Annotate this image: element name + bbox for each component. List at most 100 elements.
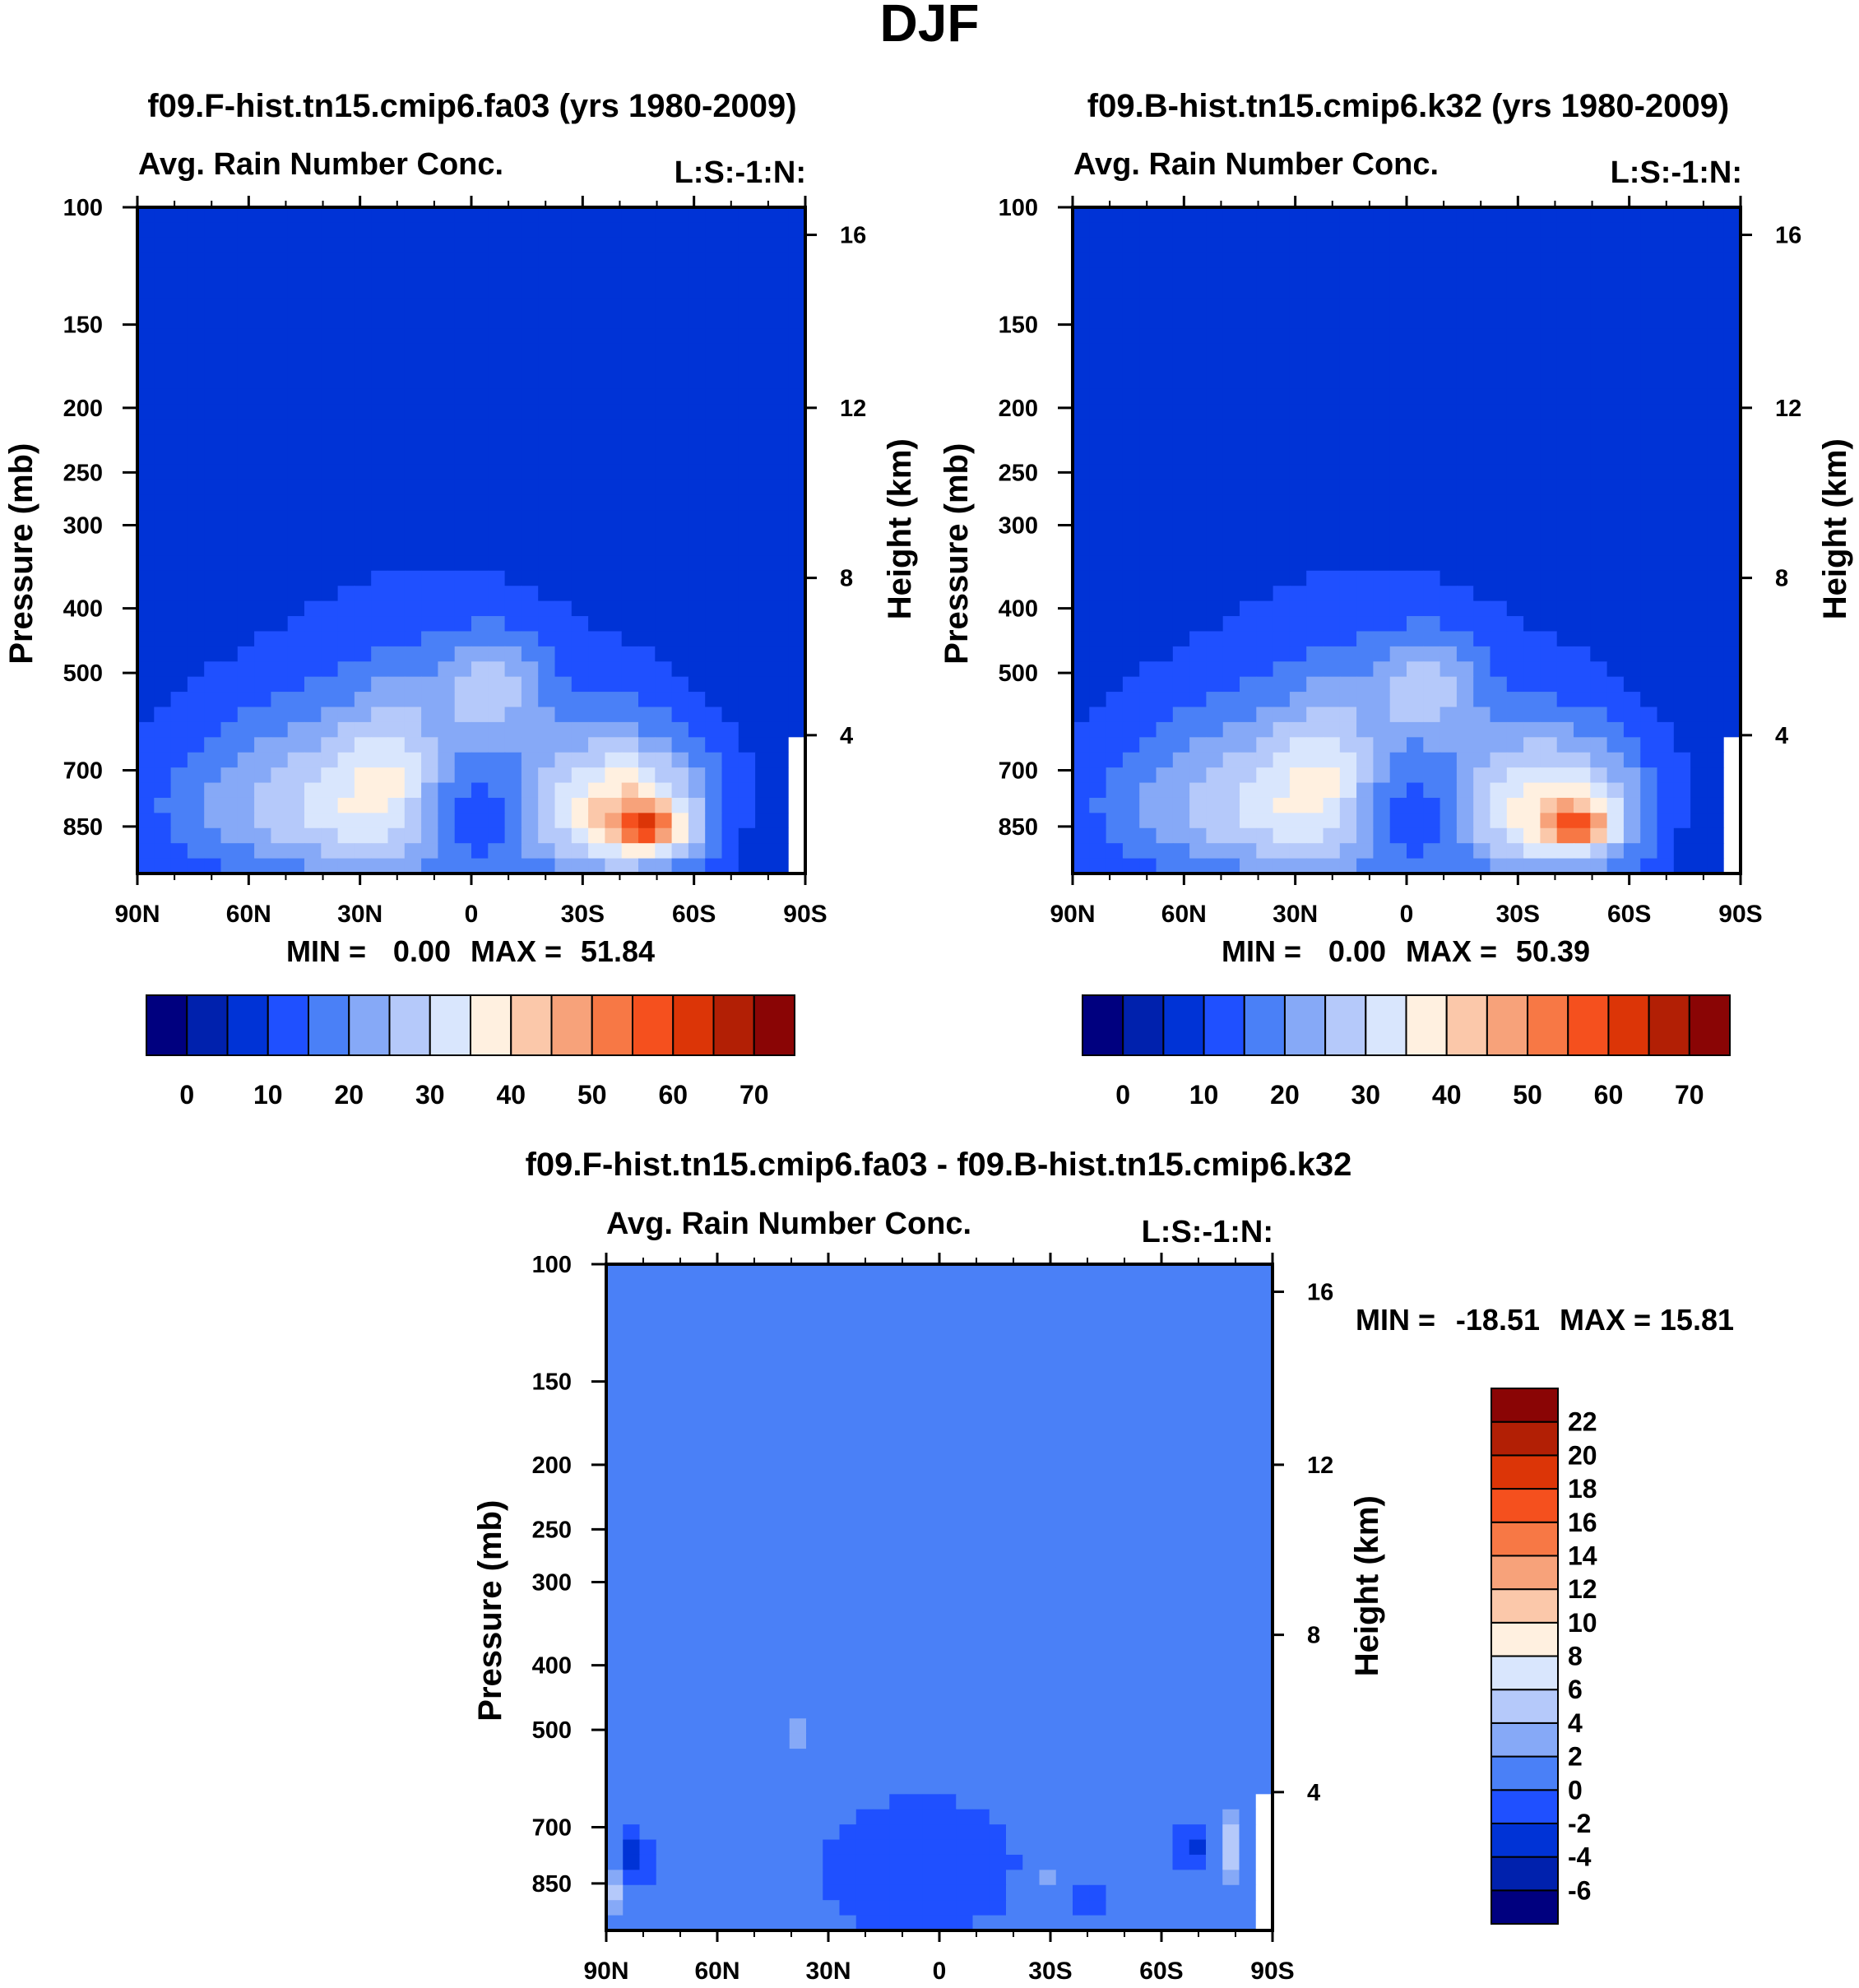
field-cell	[1323, 222, 1341, 239]
field-cell	[554, 616, 573, 633]
field-cell	[404, 721, 422, 738]
field-cell	[1707, 404, 1725, 420]
field-cell	[671, 283, 689, 299]
field-cell	[806, 1430, 823, 1447]
run-title: f09.F-hist.tn15.cmip6.fa03 - f09.B-hist.…	[526, 1147, 1352, 1183]
field-cell	[956, 1673, 974, 1689]
field-cell	[204, 449, 222, 466]
field-cell	[187, 797, 205, 813]
field-cell	[1089, 480, 1107, 496]
field-cell	[755, 782, 772, 799]
field-cell	[788, 813, 806, 829]
field-cell	[1106, 237, 1124, 253]
field-cell	[1540, 586, 1558, 602]
y-tick-label: 250	[999, 460, 1038, 486]
field-cell	[1490, 449, 1508, 466]
field-cell	[1590, 388, 1608, 405]
field-cell	[823, 1279, 841, 1295]
field-cell	[254, 373, 271, 390]
field-cell	[1189, 207, 1207, 224]
field-cell	[806, 1324, 823, 1341]
field-cell	[1723, 797, 1741, 813]
field-cell	[639, 1521, 657, 1537]
field-cell	[1439, 707, 1458, 723]
field-cell	[1423, 570, 1441, 586]
field-cell	[1206, 359, 1224, 375]
field-cell	[1657, 222, 1675, 239]
right-string: L:S:-1:N:	[1142, 1215, 1273, 1249]
field-cell	[1206, 1718, 1223, 1735]
field-cell	[1373, 555, 1391, 572]
field-cell	[321, 525, 339, 541]
field-cell	[1306, 267, 1324, 284]
field-cell	[1373, 419, 1391, 435]
field-cell	[1623, 298, 1641, 314]
field-cell	[304, 692, 322, 708]
field-cell	[638, 283, 656, 299]
field-cell	[1240, 298, 1257, 314]
field-cell	[705, 388, 723, 405]
field-cell	[1156, 767, 1174, 784]
field-cell	[220, 782, 239, 799]
field-cell	[705, 616, 723, 633]
field-cell	[1389, 813, 1407, 829]
field-cell	[1206, 237, 1224, 253]
field-cell	[1222, 752, 1240, 768]
field-cell	[1189, 1597, 1207, 1614]
field-cell	[789, 1703, 807, 1719]
field-cell	[1473, 555, 1491, 572]
field-cell	[1189, 1521, 1207, 1537]
field-cell	[655, 631, 673, 647]
y-tick-label: 400	[63, 596, 103, 623]
field-cell	[321, 858, 339, 874]
field-cell	[1156, 797, 1174, 813]
field-cell	[1574, 767, 1591, 784]
field-cell	[187, 419, 205, 435]
field-cell	[1189, 1340, 1207, 1356]
field-cell	[1707, 494, 1725, 511]
field-cell	[1590, 510, 1608, 526]
field-cell	[1039, 1703, 1057, 1719]
field-cell	[738, 707, 756, 723]
field-cell	[1690, 222, 1708, 239]
field-cell	[939, 1643, 957, 1659]
field-cell	[705, 752, 723, 768]
field-cell	[1456, 782, 1474, 799]
field-cell	[588, 328, 605, 345]
field-cell	[137, 555, 155, 572]
field-cell	[1139, 1567, 1157, 1583]
field-cell	[1240, 616, 1257, 633]
field-cell	[1690, 464, 1708, 480]
field-cell	[371, 525, 389, 541]
field-cell	[623, 1416, 641, 1432]
field-cell	[1490, 419, 1508, 435]
field-cell	[187, 388, 205, 405]
field-cell	[673, 1643, 690, 1659]
field-cell	[1172, 283, 1190, 299]
field-cell	[421, 752, 438, 768]
field-cell	[1073, 1279, 1090, 1295]
field-cell	[755, 404, 772, 420]
field-cell	[1623, 359, 1641, 375]
field-cell	[1473, 616, 1491, 633]
field-cell	[1407, 600, 1424, 617]
field-cell	[772, 676, 790, 693]
field-cell	[1690, 555, 1708, 572]
field-cell	[655, 510, 673, 526]
field-cell	[1189, 480, 1207, 496]
field-cell	[1423, 267, 1441, 284]
field-cell	[1339, 449, 1357, 466]
field-cell	[254, 767, 271, 784]
field-cell	[404, 827, 422, 844]
field-cell	[588, 570, 605, 586]
field-cell	[488, 692, 506, 708]
field-cell	[738, 373, 756, 390]
field-cell	[939, 1385, 957, 1402]
field-cell	[1707, 616, 1725, 633]
field-cell	[554, 328, 573, 345]
field-cell	[1723, 782, 1741, 799]
field-cell	[789, 1476, 807, 1492]
field-cell	[1356, 827, 1374, 844]
field-cell	[1122, 359, 1140, 375]
field-cell	[1189, 237, 1207, 253]
